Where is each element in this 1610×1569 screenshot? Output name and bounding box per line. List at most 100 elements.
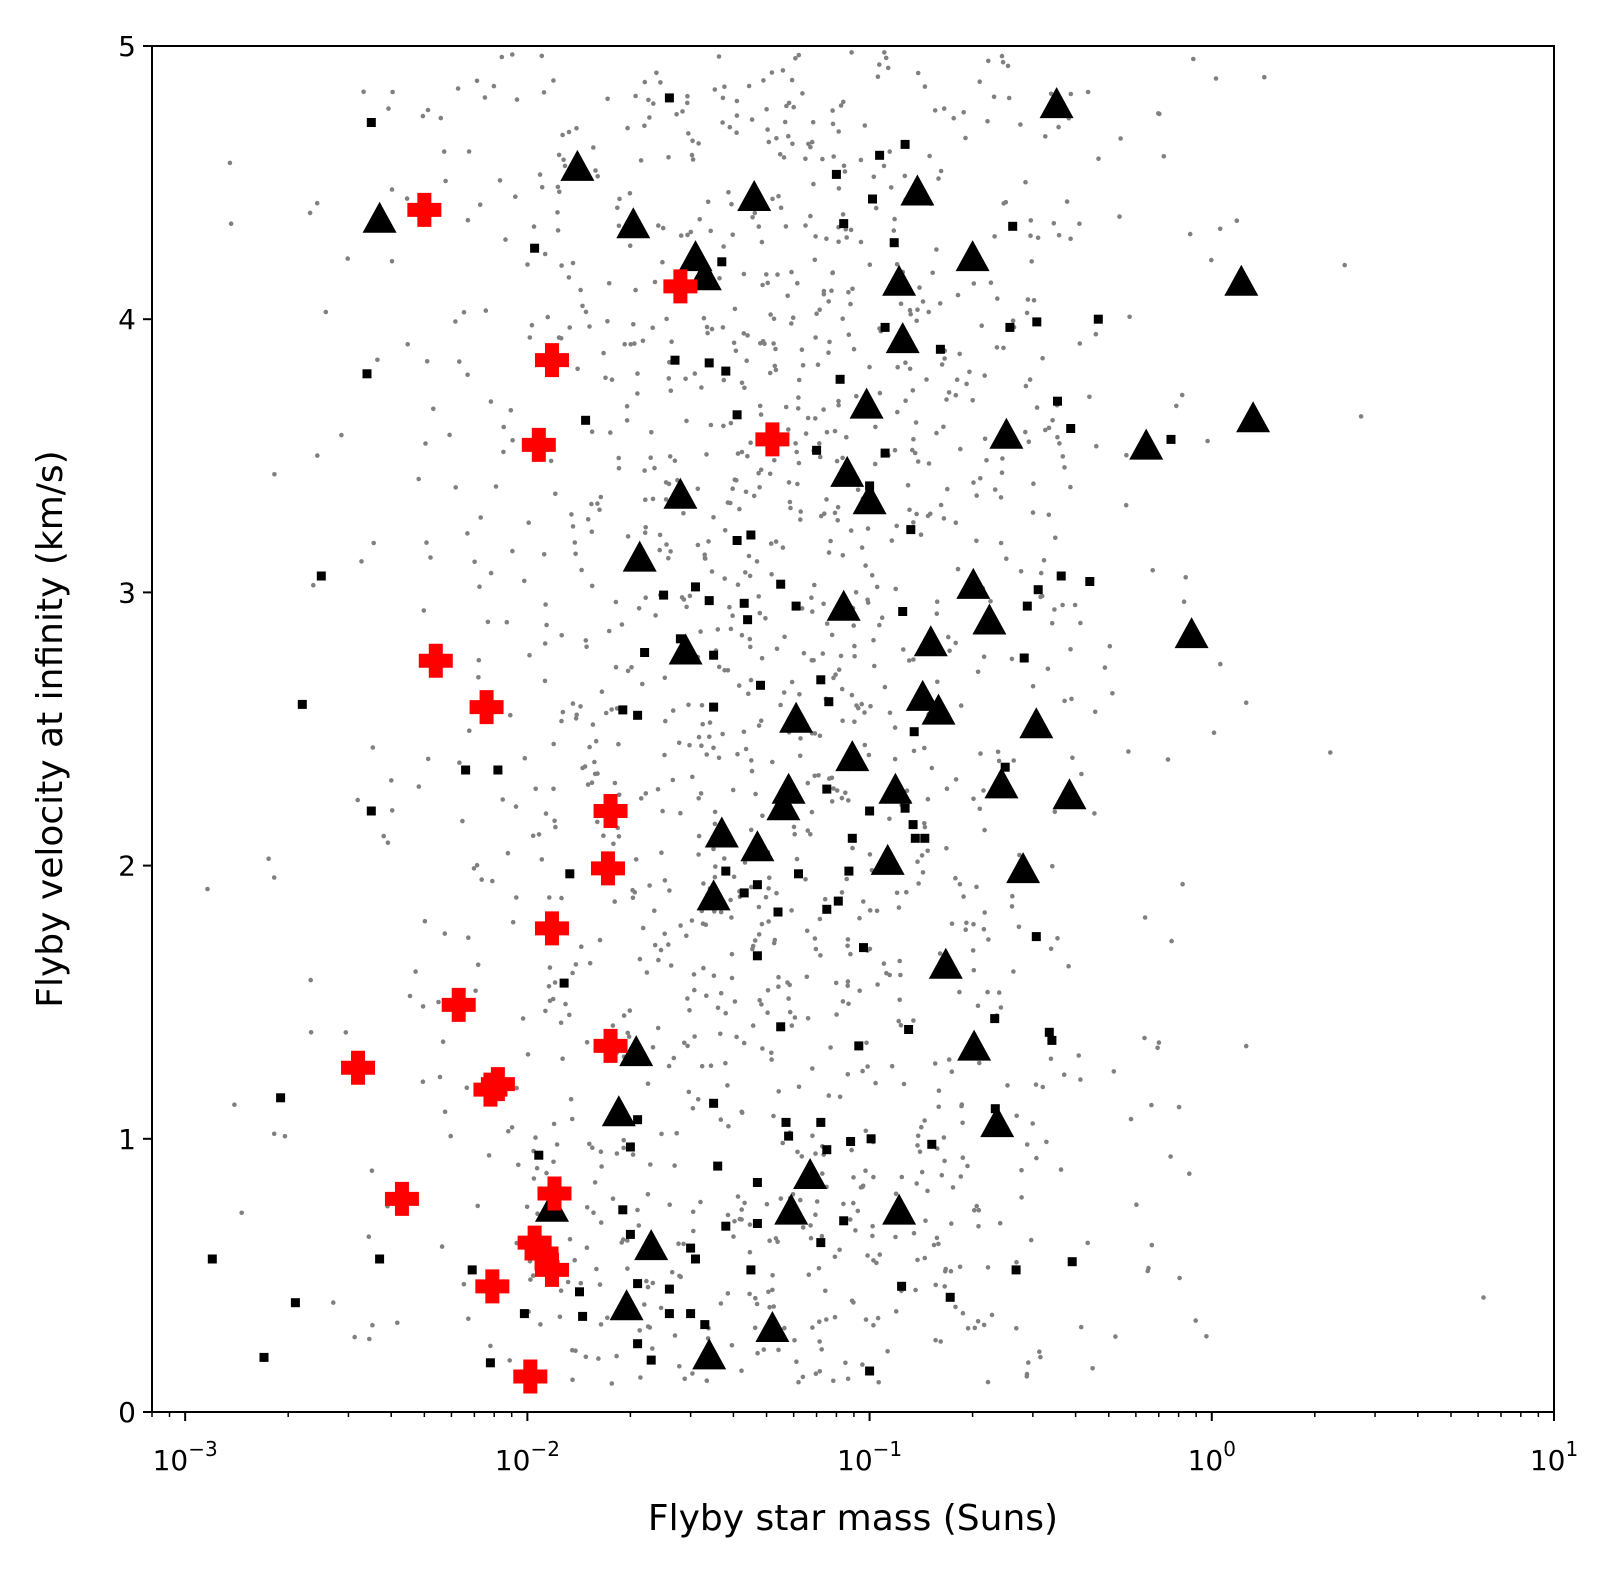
background-point (725, 1083, 730, 1088)
background-point (1045, 666, 1051, 672)
background-point (407, 993, 413, 999)
background-point (899, 1174, 905, 1180)
background-point (869, 573, 875, 578)
background-point (717, 276, 722, 281)
background-point (713, 864, 718, 869)
square-point (534, 1150, 544, 1160)
background-point (478, 515, 484, 520)
background-point (954, 377, 960, 383)
square-point (646, 1355, 656, 1365)
square-point (1011, 1265, 1021, 1275)
background-point (343, 1030, 349, 1035)
background-point (809, 809, 815, 815)
background-point (1092, 811, 1097, 816)
square-point (791, 601, 801, 611)
background-point (725, 1212, 731, 1218)
background-point (683, 376, 688, 382)
background-point (1038, 570, 1044, 576)
background-point (798, 517, 803, 522)
background-point (726, 190, 731, 195)
background-point (943, 1266, 948, 1272)
background-point (514, 1085, 519, 1091)
background-point (644, 970, 650, 975)
background-point (573, 962, 579, 967)
background-point (1029, 259, 1034, 264)
triangle-point (793, 1158, 828, 1189)
background-point (482, 95, 488, 100)
background-point (712, 87, 718, 92)
background-point (942, 1158, 947, 1164)
triangle-point (849, 387, 884, 419)
square-point (1093, 314, 1103, 324)
background-point (813, 335, 818, 340)
background-point (606, 281, 612, 286)
background-point (841, 163, 847, 169)
background-point (729, 915, 734, 920)
background-point (729, 975, 735, 981)
background-point (1027, 377, 1033, 382)
background-point (627, 1008, 633, 1013)
background-point (771, 341, 776, 346)
background-point (945, 486, 950, 492)
background-point (938, 168, 944, 174)
background-point (308, 1030, 314, 1035)
background-point (727, 604, 732, 610)
background-point (603, 710, 609, 716)
background-point (801, 650, 807, 656)
background-point (786, 133, 791, 139)
background-point (797, 753, 803, 759)
square-point (739, 888, 749, 898)
background-point (849, 1147, 854, 1153)
background-point (506, 1129, 511, 1134)
background-point (863, 1168, 868, 1173)
background-point (425, 107, 431, 113)
triangle-series (362, 87, 1271, 1370)
background-point (1017, 852, 1022, 858)
background-point (781, 155, 787, 160)
background-point (728, 897, 733, 903)
background-point (659, 850, 664, 855)
background-point (794, 1359, 799, 1364)
square-point (990, 1014, 1000, 1024)
background-point (585, 517, 591, 522)
background-point (910, 388, 916, 393)
background-point (887, 149, 892, 154)
background-point (652, 465, 657, 471)
background-point (755, 1350, 760, 1356)
background-point (556, 152, 562, 158)
y-tick-label: 5 (118, 30, 136, 63)
background-point (824, 236, 829, 241)
background-point (883, 55, 889, 61)
background-point (712, 874, 718, 880)
square-point (375, 1254, 385, 1264)
background-point (813, 234, 818, 239)
background-point (1031, 481, 1036, 487)
background-point (674, 112, 679, 117)
background-point (539, 185, 545, 190)
background-point (605, 319, 610, 324)
background-point (799, 1154, 805, 1159)
background-point (266, 856, 271, 861)
background-point (798, 1197, 803, 1203)
background-point (995, 296, 1000, 301)
background-point (786, 427, 791, 432)
background-point (386, 106, 391, 111)
background-point (808, 1235, 814, 1241)
background-point (667, 1202, 672, 1207)
background-point (690, 1371, 695, 1376)
background-point (982, 436, 988, 442)
background-point (684, 604, 689, 610)
background-point (894, 262, 900, 267)
background-point (636, 1223, 642, 1228)
background-point (1243, 700, 1249, 705)
background-point (867, 852, 873, 857)
background-point (593, 168, 598, 173)
square-point (664, 93, 674, 103)
background-point (792, 831, 797, 837)
square-point (691, 1254, 700, 1264)
background-point (859, 545, 865, 550)
background-point (721, 377, 727, 383)
background-point (795, 481, 800, 487)
background-point (981, 788, 986, 793)
background-point (836, 667, 842, 672)
